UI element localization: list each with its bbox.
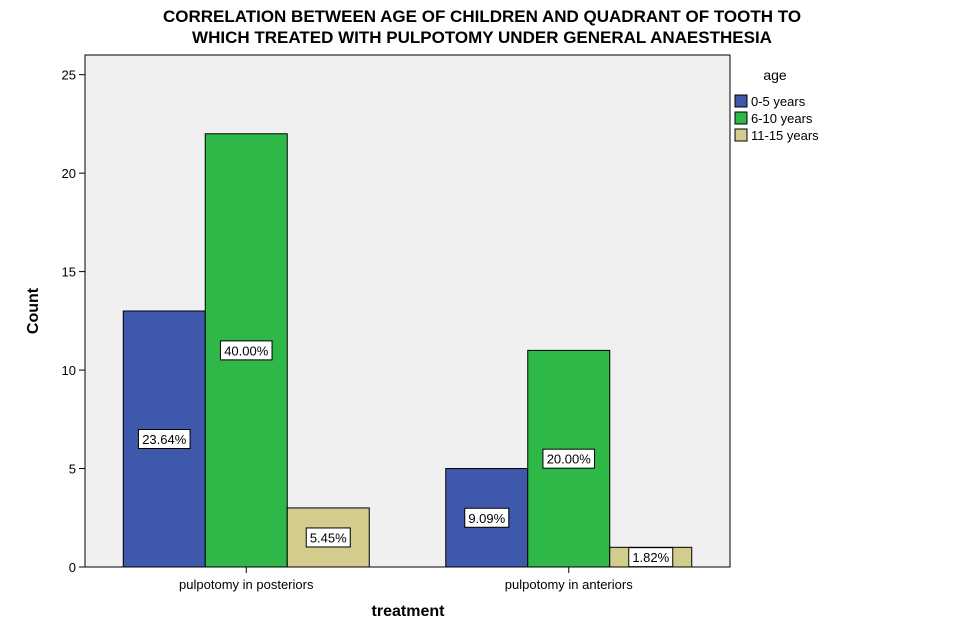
y-tick-label: 5 — [69, 462, 76, 477]
legend-title: age — [763, 67, 787, 83]
x-axis-title: treatment — [372, 603, 446, 620]
chart-title-line-1: CORRELATION BETWEEN AGE OF CHILDREN AND … — [163, 7, 801, 26]
chart-title-line-2: WHICH TREATED WITH PULPOTOMY UNDER GENER… — [192, 28, 772, 47]
legend-swatch — [734, 94, 748, 108]
data-label: 5.45% — [305, 527, 351, 548]
legend-swatch — [734, 111, 748, 125]
data-label-box — [464, 507, 510, 528]
data-label-box — [542, 448, 596, 469]
data-label-text: 1.82% — [632, 550, 669, 565]
legend-label: 0-5 years — [751, 94, 806, 109]
legend-swatch — [734, 128, 748, 142]
data-label: 20.00% — [542, 448, 596, 469]
data-labels: 23.64% 40.00% 5.45% 9.09% 20.00% 1.82% — [137, 340, 674, 568]
data-label: 9.09% — [464, 507, 510, 528]
data-label-text: 23.64% — [142, 432, 187, 447]
data-label-box — [305, 527, 351, 548]
y-tick-label: 0 — [69, 560, 76, 575]
x-tick-label: pulpotomy in anteriors — [505, 577, 633, 592]
legend: age 0-5 years 6-10 years 11-15 years — [734, 67, 819, 143]
data-label-text: 20.00% — [547, 452, 592, 467]
y-axis-title: Count — [25, 287, 42, 334]
data-label-box — [219, 340, 273, 361]
data-label: 40.00% — [219, 340, 273, 361]
y-tick-label: 10 — [62, 363, 76, 378]
y-tick-label: 25 — [62, 68, 76, 83]
y-tick-label: 15 — [62, 265, 76, 280]
legend-label: 11-15 years — [751, 128, 819, 143]
y-tick-label: 20 — [62, 166, 76, 181]
data-label-box — [137, 429, 191, 449]
y-axis: 0 5 10 15 20 25 — [62, 68, 85, 575]
data-label: 1.82% — [628, 547, 674, 568]
data-label-text: 9.09% — [468, 511, 505, 526]
data-label-text: 5.45% — [310, 530, 347, 545]
data-label-text: 40.00% — [224, 343, 269, 358]
x-tick-label: pulpotomy in posteriors — [179, 577, 314, 592]
data-label: 23.64% — [137, 429, 191, 449]
x-axis: pulpotomy in posteriors pulpotomy in ante… — [85, 566, 730, 592]
legend-label: 6-10 years — [751, 111, 813, 126]
bars — [122, 133, 693, 568]
